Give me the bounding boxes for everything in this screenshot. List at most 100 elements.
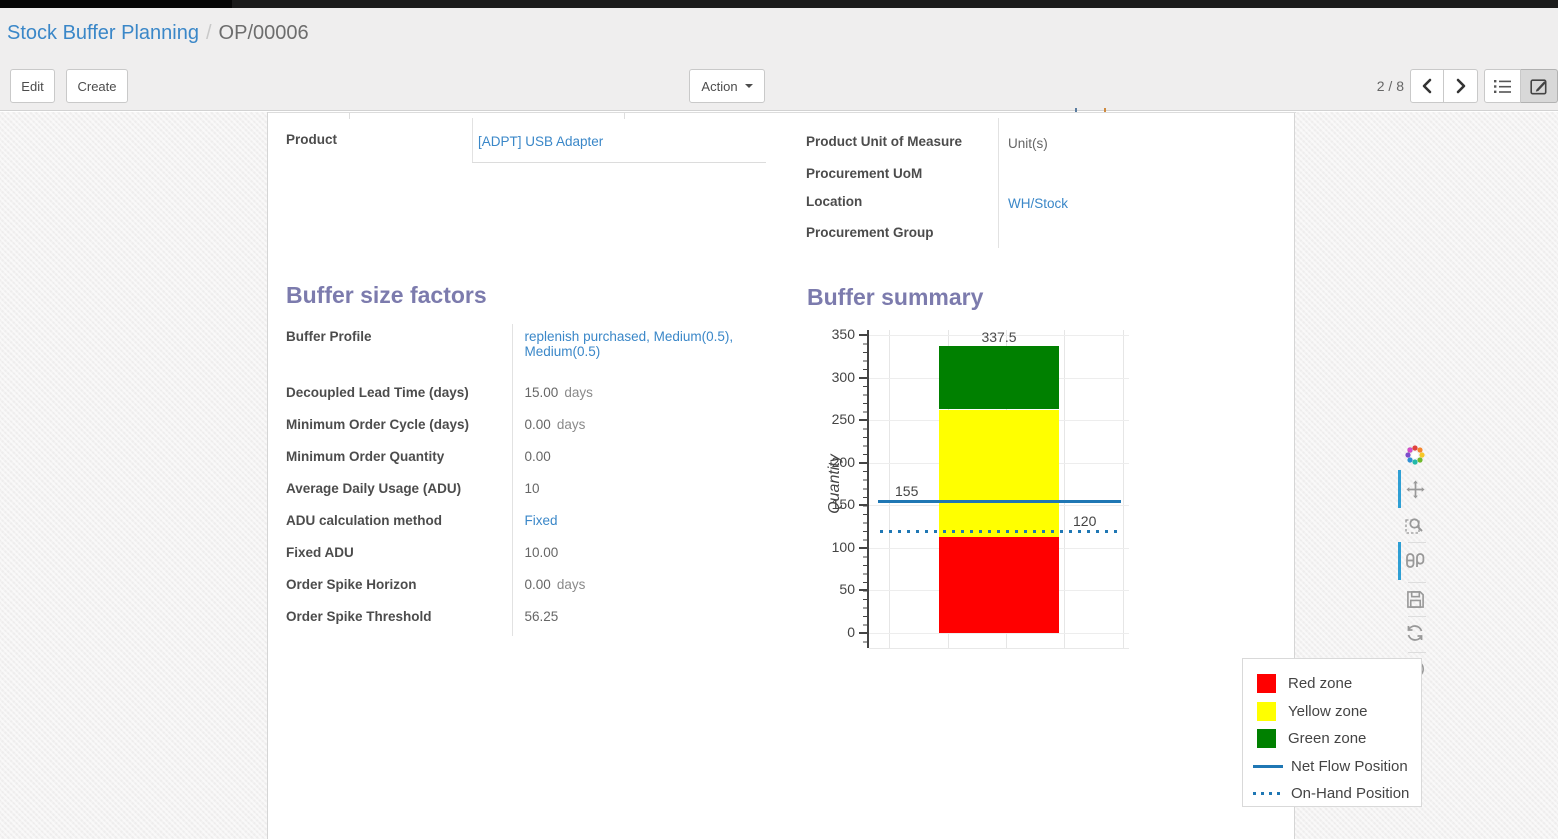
field-value: 56.25 (524, 609, 559, 624)
create-button[interactable]: Create (66, 69, 128, 103)
compare-hover-icon[interactable] (1404, 550, 1426, 572)
reset-axes-icon[interactable] (1404, 622, 1426, 644)
uom-label: Product Unit of Measure (806, 134, 963, 149)
cutoff-text-fragment (1075, 108, 1077, 112)
y-axis-tick (859, 461, 867, 464)
field-label: Fixed ADU (286, 545, 354, 560)
form-edit-icon (1530, 78, 1547, 95)
product-link[interactable]: [ADPT] USB Adapter (478, 134, 604, 149)
pager-previous-button[interactable] (1410, 69, 1444, 103)
field-label: Buffer Profile (286, 329, 372, 344)
field-label: ADU calculation method (286, 513, 443, 528)
modebar-separator (1408, 542, 1426, 543)
modebar-separator (1408, 582, 1426, 583)
modebar-separator (1408, 652, 1426, 653)
plotly-logo-icon[interactable] (1404, 444, 1426, 466)
legend-item-green-zone[interactable]: Green zone (1257, 725, 1421, 753)
pager-next-button[interactable] (1444, 69, 1478, 103)
breadcrumb-parent-link[interactable]: Stock Buffer Planning (7, 22, 199, 44)
gridline-horizontal (869, 633, 1129, 634)
legend-label: Green zone (1288, 730, 1367, 748)
y-axis-tick-label: 350 (831, 326, 855, 342)
field-label: Order Spike Threshold (286, 609, 432, 624)
y-axis-minor-ticks (863, 335, 867, 643)
cutoff-cell-divider (624, 113, 625, 119)
field-row: ADU calculation method Fixed (286, 506, 776, 538)
field-label: Minimum Order Quantity (286, 449, 445, 464)
gridline-vertical (889, 330, 890, 648)
cell-border (472, 162, 766, 163)
action-dropdown-button[interactable]: Action (689, 69, 765, 103)
view-switcher (1484, 69, 1558, 103)
legend-label: Yellow zone (1288, 702, 1368, 720)
active-mode-indicator (1398, 542, 1401, 580)
legend-label: On-Hand Position (1291, 785, 1410, 803)
legend-item-yellow-zone[interactable]: Yellow zone (1257, 698, 1421, 726)
product-label: Product (286, 132, 338, 147)
top-window-bar (0, 0, 1558, 8)
breadcrumb: Stock Buffer Planning / OP/00006 (7, 22, 309, 45)
field-label: Order Spike Horizon (286, 577, 417, 592)
procurement-group-label: Procurement Group (806, 225, 934, 240)
edit-button[interactable]: Edit (10, 69, 55, 103)
procurement-uom-label: Procurement UoM (806, 166, 923, 181)
y-axis-tick-label: 250 (831, 411, 855, 428)
green-zone-swatch (1257, 729, 1276, 749)
pan-icon[interactable] (1404, 478, 1426, 500)
list-icon (1494, 79, 1511, 93)
buffer-size-factors-table: Buffer Profile replenish purchased, Medi… (286, 322, 776, 634)
zone-boundary-label: 337.5 (981, 328, 1017, 345)
legend-item-net-flow-position[interactable]: Net Flow Position (1253, 753, 1421, 781)
buffer-profile-link[interactable]: replenish purchased, Medium(0.5), Medium… (524, 329, 734, 359)
field-label: Minimum Order Cycle (days) (286, 417, 470, 432)
form-sheet: Product [ADPT] USB Adapter Product Unit … (267, 108, 1426, 839)
field-value: 0.00 (524, 449, 551, 464)
cell-divider (512, 324, 513, 636)
pager-count: 2 / 8 (1376, 78, 1404, 94)
buffer-size-factors-title: Buffer size factors (286, 282, 487, 308)
y-axis-tick (859, 589, 867, 592)
location-label: Location (806, 194, 863, 209)
top-window-bar-segment (0, 0, 232, 8)
gridline-vertical (1123, 330, 1124, 648)
content-background: Product [ADPT] USB Adapter Product Unit … (0, 108, 1558, 839)
save-image-icon[interactable] (1404, 588, 1426, 610)
uom-value: Unit(s) (1008, 136, 1048, 151)
field-label: Decoupled Lead Time (days) (286, 385, 469, 400)
field-row: Minimum Order Quantity 0.00 (286, 442, 776, 474)
control-panel: Stock Buffer Planning / OP/00006 Edit Crea… (0, 8, 1558, 111)
chevron-left-icon (1422, 78, 1432, 94)
net-flow-line-swatch (1253, 764, 1283, 768)
buffer-summary-chart[interactable]: Quantity 050100150200250300350112.5262.5… (807, 325, 1171, 670)
legend-label: Red zone (1288, 675, 1353, 693)
field-row: Decoupled Lead Time (days) 15.00 days (286, 378, 776, 410)
list-view-button[interactable] (1484, 69, 1521, 103)
y-axis-tick (859, 376, 867, 379)
y-axis-tick (859, 632, 867, 634)
y-axis-tick-label: 0 (847, 624, 855, 640)
location-link[interactable]: WH/Stock (1008, 196, 1069, 211)
y-axis-tick-label: 200 (831, 453, 855, 470)
red-zone-bar (939, 537, 1059, 633)
gridline-vertical (1064, 330, 1065, 648)
adu-method-link[interactable]: Fixed (524, 513, 558, 528)
on-hand-label: 120 (1073, 512, 1097, 529)
zoom-icon[interactable] (1404, 514, 1426, 536)
cutoff-text-fragment (1104, 108, 1106, 112)
chevron-down-icon (744, 84, 753, 88)
field-value: 10 (524, 481, 540, 496)
y-axis-tick (859, 504, 867, 507)
on-hand-line-swatch (1253, 792, 1283, 796)
breadcrumb-current: OP/00006 (218, 22, 309, 44)
active-mode-indicator (1398, 470, 1401, 508)
y-axis-tick-label: 300 (831, 368, 855, 385)
field-value: 15.00 days (524, 385, 593, 400)
field-row: Order Spike Threshold 56.25 (286, 602, 776, 634)
field-row: Order Spike Horizon 0.00 days (286, 570, 776, 602)
form-view-button[interactable] (1521, 69, 1558, 103)
legend-item-red-zone[interactable]: Red zone (1257, 670, 1421, 698)
green-zone-bar (939, 345, 1059, 410)
legend-item-on-hand-position[interactable]: On-Hand Position (1253, 780, 1421, 808)
y-axis-tick (859, 546, 867, 549)
